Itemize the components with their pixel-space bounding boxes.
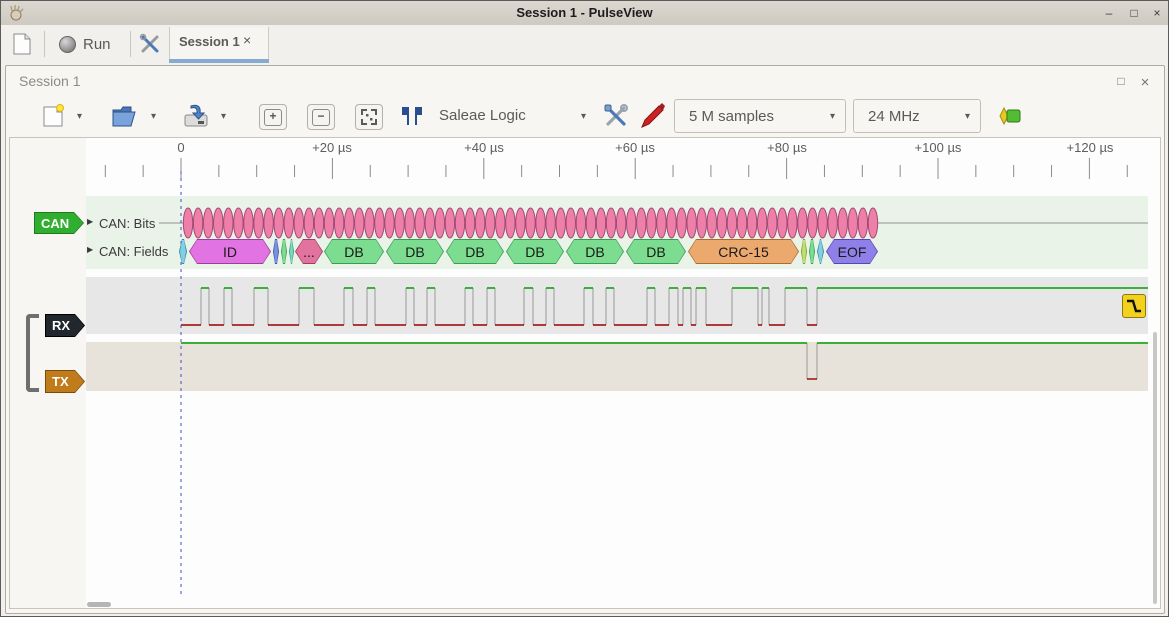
- add-decoder-button[interactable]: [997, 105, 1023, 127]
- new-view-button[interactable]: [39, 103, 67, 129]
- ruler-tick-label: 0: [177, 140, 185, 155]
- sample-rate-select[interactable]: 24 MHz ▾: [853, 99, 981, 133]
- sample-count-value: 5 M samples: [689, 107, 775, 125]
- tab-session-1[interactable]: [169, 27, 269, 63]
- rx-row-background: [86, 277, 1148, 334]
- sample-rate-caret-icon: ▾: [964, 110, 970, 122]
- channel-tag-tx[interactable]: TX: [45, 370, 85, 393]
- decoder-tag-can[interactable]: CAN: [34, 212, 84, 234]
- channel-tag-tx-label: TX: [46, 371, 84, 392]
- time-ruler: 0 +20 µs +40 µs +60 µs +80 µs +100 µs +120 µs: [1, 140, 1168, 158]
- float-view-icon[interactable]: □: [1117, 74, 1125, 88]
- decoder-row-label-fields: CAN: Fields: [99, 244, 169, 259]
- zoom-fit-button[interactable]: [355, 104, 383, 130]
- vertical-scrollbar-thumb[interactable]: [1153, 332, 1157, 604]
- close-icon[interactable]: ×: [1153, 6, 1161, 20]
- run-button[interactable]: Run: [51, 29, 119, 59]
- toolbar-separator: [44, 31, 45, 57]
- ruler-tick-label: +20 µs: [312, 140, 352, 155]
- sample-count-caret-icon: ▾: [829, 110, 835, 122]
- save-button[interactable]: [181, 102, 211, 130]
- expand-bits-row-icon[interactable]: ▶: [87, 217, 94, 226]
- tab-close-icon[interactable]: ×: [243, 32, 252, 48]
- new-session-button[interactable]: [9, 32, 35, 56]
- decoder-icon: [999, 106, 1021, 126]
- decoder-row-label-bits: CAN: Bits: [99, 216, 156, 231]
- expand-fields-row-icon[interactable]: ▶: [87, 245, 94, 254]
- probe-icon: [641, 103, 665, 128]
- session-title: Session 1: [19, 73, 81, 89]
- zoom-out-button[interactable]: −: [307, 104, 335, 130]
- ruler-tick-label: +60 µs: [615, 140, 655, 155]
- cursors-flags-icon: [402, 107, 422, 125]
- tools-icon: [139, 33, 159, 53]
- new-file-icon: [13, 33, 31, 55]
- decoder-tag-can-label: CAN: [35, 213, 83, 233]
- ruler-tick-label: +100 µs: [914, 140, 962, 155]
- wrench-screwdriver-icon: [604, 104, 628, 126]
- save-icon: [184, 104, 208, 127]
- new-view-caret-icon[interactable]: ▾: [77, 111, 83, 122]
- zoom-in-icon: +: [264, 108, 282, 126]
- open-folder-icon: [112, 106, 136, 127]
- run-label: Run: [83, 35, 111, 53]
- decoder-row-background: [86, 196, 1148, 269]
- sample-rate-value: 24 MHz: [868, 107, 920, 125]
- zoom-in-button[interactable]: +: [259, 104, 287, 130]
- configure-device-button[interactable]: [601, 102, 631, 130]
- open-caret-icon[interactable]: ▾: [151, 111, 157, 122]
- zoom-fit-icon: [361, 109, 377, 125]
- sample-count-select[interactable]: 5 M samples ▾: [674, 99, 846, 133]
- zoom-out-icon: −: [312, 108, 330, 126]
- save-caret-icon[interactable]: ▾: [221, 111, 227, 122]
- ruler-tick-label: +80 µs: [767, 140, 807, 155]
- tx-row-background: [86, 342, 1148, 391]
- ruler-tick-label: +120 µs: [1066, 140, 1114, 155]
- horizontal-scrollbar-thumb[interactable]: [87, 602, 111, 607]
- channel-tag-rx-label: RX: [46, 315, 84, 336]
- channel-tag-rx[interactable]: RX: [45, 314, 85, 337]
- device-caret-icon[interactable]: ▾: [581, 111, 587, 122]
- settings-button[interactable]: [136, 32, 164, 56]
- window-title: Session 1 - PulseView: [516, 5, 653, 20]
- close-view-icon[interactable]: ×: [1140, 74, 1150, 91]
- channel-group-bracket: [26, 314, 39, 392]
- app-icon: [8, 5, 24, 21]
- tab-label: Session 1: [179, 34, 240, 49]
- open-button[interactable]: [109, 102, 139, 130]
- new-view-icon: [43, 104, 64, 127]
- run-state-icon: [59, 35, 76, 53]
- maximize-icon[interactable]: □: [1130, 6, 1138, 20]
- ruler-tick-label: +40 µs: [464, 140, 504, 155]
- device-selector[interactable]: Saleae Logic: [439, 107, 526, 124]
- tab-active-indicator: [169, 59, 269, 63]
- trigger-marker-falling-edge: [1122, 294, 1146, 318]
- falling-edge-icon: [1127, 299, 1141, 313]
- minimize-icon[interactable]: –: [1105, 6, 1113, 20]
- toolbar-separator: [130, 31, 131, 57]
- show-cursors-button[interactable]: [399, 103, 429, 129]
- channels-button[interactable]: [639, 102, 667, 130]
